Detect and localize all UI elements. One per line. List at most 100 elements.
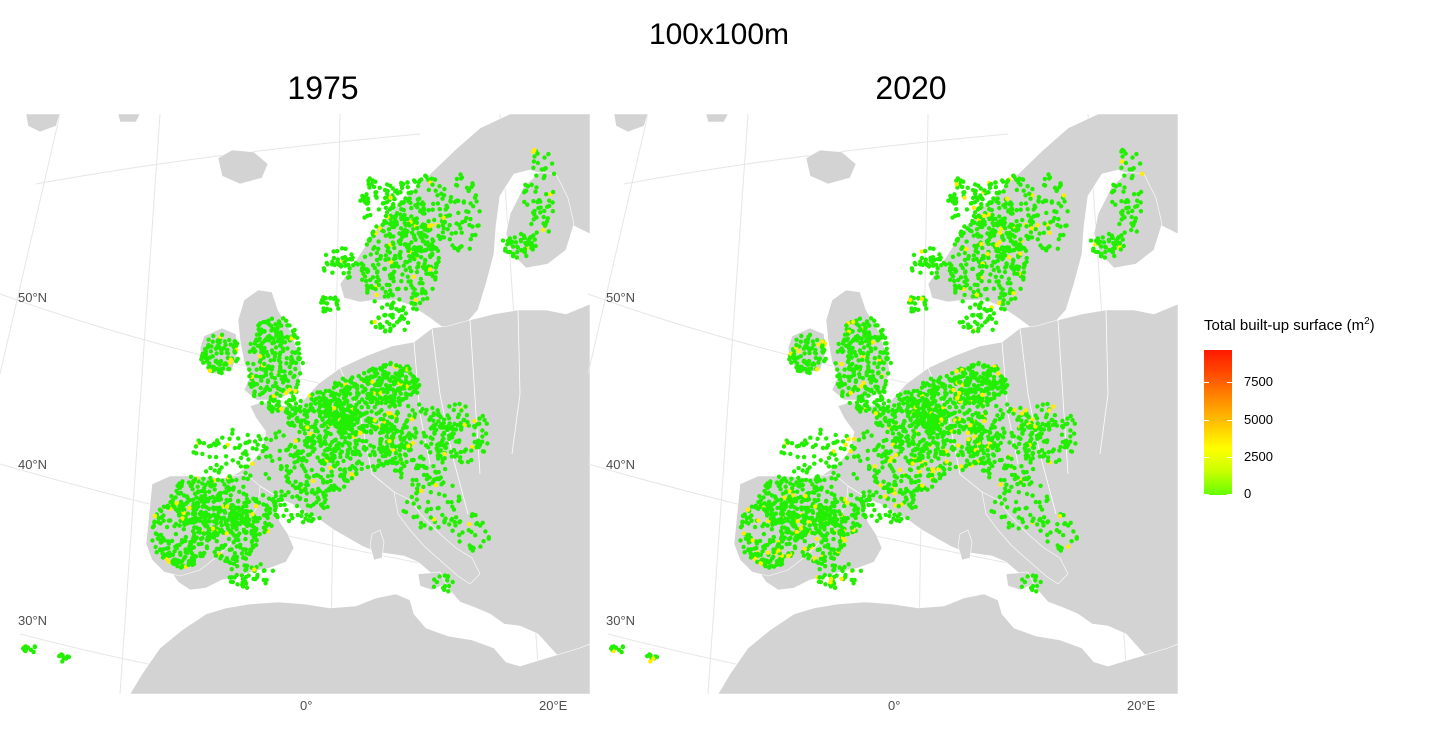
settlement-point (212, 468, 217, 473)
settlement-point (228, 357, 234, 362)
settlement-point (933, 406, 939, 411)
settlement-point (378, 325, 383, 330)
settlement-point (386, 227, 392, 232)
settlement-point (347, 266, 352, 271)
settlement-point (367, 396, 372, 401)
settlement-point (808, 478, 813, 483)
panel-title: 2020 (875, 70, 947, 106)
settlement-point (348, 456, 353, 461)
settlement-point (157, 533, 162, 538)
settlement-point (294, 341, 300, 346)
settlement-point (776, 474, 782, 479)
settlement-point (439, 482, 444, 487)
settlement-point (795, 355, 801, 360)
settlement-point (446, 583, 452, 589)
settlement-point (318, 437, 323, 442)
settlement-point (409, 230, 415, 235)
settlement-point (421, 456, 426, 462)
settlement-point (347, 435, 352, 440)
settlement-point (436, 491, 442, 497)
settlement-point (397, 386, 402, 391)
settlement-point (524, 241, 530, 247)
settlement-point (383, 289, 388, 295)
settlement-point (232, 342, 237, 348)
settlement-point (415, 264, 421, 269)
land-layer (25, 114, 590, 694)
settlement-point (367, 176, 372, 181)
settlement-point (243, 567, 248, 573)
settlement-point (377, 430, 383, 436)
settlement-point (275, 408, 281, 413)
settlement-point (431, 411, 436, 416)
settlement-point (795, 454, 800, 459)
settlement-point (897, 396, 902, 402)
settlement-point (442, 493, 447, 498)
settlement-point (388, 383, 393, 388)
settlement-point (844, 323, 849, 328)
settlement-point (157, 507, 163, 512)
settlement-point (348, 377, 354, 382)
settlement-point (252, 525, 257, 531)
settlement-point (829, 510, 835, 515)
settlement-point (963, 388, 968, 393)
settlement-point (367, 453, 373, 458)
settlement-point (809, 516, 814, 521)
settlement-point (190, 529, 196, 534)
settlement-point (877, 361, 882, 366)
settlement-point (951, 387, 956, 393)
settlement-point (927, 472, 932, 477)
settlement-point (280, 374, 285, 380)
settlement-point (431, 584, 437, 589)
settlement-point (456, 210, 461, 216)
settlement-point (390, 301, 395, 307)
settlement-point (445, 578, 450, 583)
settlement-point (412, 235, 417, 240)
settlement-point (447, 237, 452, 242)
settlement-point (820, 342, 825, 348)
settlement-point (219, 332, 225, 337)
settlement-point (887, 418, 892, 423)
settlement-point (868, 374, 873, 380)
settlement-point (376, 239, 381, 244)
settlement-point (332, 420, 337, 426)
settlement-point (416, 230, 421, 236)
settlement-point (852, 454, 857, 459)
settlement-point (938, 430, 943, 436)
settlement-point (813, 504, 818, 509)
settlement-point (325, 480, 330, 485)
settlement-point (802, 546, 808, 551)
settlement-point (818, 431, 823, 436)
settlement-point (878, 329, 883, 334)
settlement-point (239, 551, 245, 556)
settlement-point (294, 503, 300, 509)
settlement-point (848, 449, 853, 454)
settlement-point (376, 246, 381, 252)
settlement-point (400, 396, 406, 402)
settlement-point (305, 420, 311, 425)
settlement-point (532, 208, 537, 214)
settlement-point (921, 417, 926, 422)
settlement-point (438, 213, 443, 218)
settlement-point (902, 396, 907, 401)
settlement-point (197, 511, 202, 517)
settlement-point (915, 488, 920, 493)
settlement-point (471, 432, 477, 437)
settlement-point (440, 196, 445, 201)
settlement-point (409, 214, 414, 219)
settlement-point (930, 439, 936, 445)
settlement-point (270, 409, 275, 414)
settlement-point (198, 553, 203, 559)
settlement-point (399, 475, 404, 480)
settlement-point (950, 371, 955, 376)
settlement-point (437, 207, 442, 212)
settlement-point (227, 367, 232, 372)
settlement-point (436, 255, 441, 261)
settlement-point (287, 371, 293, 376)
settlement-point (286, 415, 292, 420)
settlement-point (25, 645, 31, 650)
settlement-point (273, 345, 279, 350)
settlement-point (290, 350, 295, 355)
settlement-point (761, 495, 766, 500)
settlement-point (364, 192, 369, 197)
settlement-point (952, 410, 957, 415)
